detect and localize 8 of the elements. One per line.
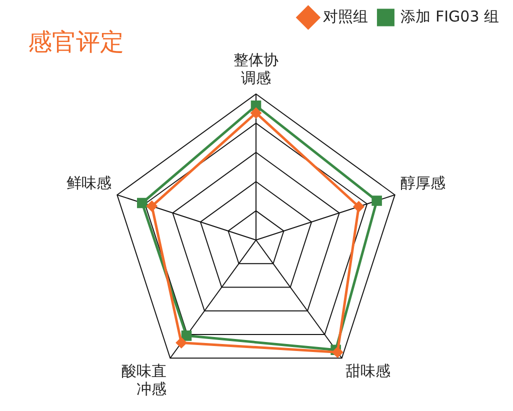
text: 感官评定 bbox=[28, 27, 124, 58]
legend-label: 对照组 bbox=[323, 7, 368, 26]
spoke-label: 酸味直冲感 bbox=[122, 362, 167, 398]
spoke-label: 整体协调感 bbox=[234, 50, 278, 87]
legend-label: 添加 FIG03 组 bbox=[400, 7, 500, 26]
spoke-label: 鲜味感 bbox=[66, 174, 112, 192]
spoke-label: 甜味感 bbox=[345, 362, 390, 380]
spoke-label: 醇厚感 bbox=[400, 174, 446, 192]
